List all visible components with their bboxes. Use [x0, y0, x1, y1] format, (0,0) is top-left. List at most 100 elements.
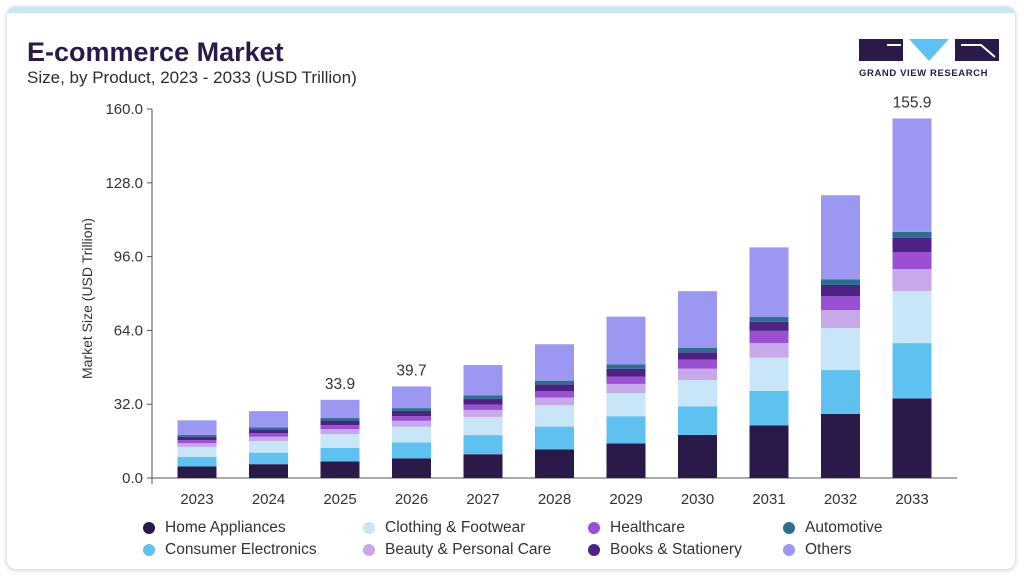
bar-segment	[392, 426, 431, 443]
legend-item: Home Appliances	[143, 519, 286, 537]
bar-segment	[177, 420, 217, 435]
legend-label: Automotive	[805, 519, 883, 536]
bar-segment	[392, 408, 431, 411]
bar-segment	[320, 429, 360, 435]
bar-segment	[606, 383, 646, 394]
total-value-label: 39.7	[396, 362, 426, 379]
bar-segment	[535, 384, 574, 392]
bar-segment	[535, 397, 574, 406]
legend-swatch	[363, 544, 375, 556]
y-tick-label: 96.0	[114, 249, 143, 266]
bar-segment	[678, 359, 717, 369]
x-tick-label: 2029	[609, 491, 642, 508]
bar-segment	[606, 393, 646, 417]
legend-label: Clothing & Footwear	[385, 519, 526, 536]
bar-segment	[892, 231, 932, 238]
bar-segment	[606, 316, 646, 365]
bar-segment	[678, 347, 717, 353]
bar-segment	[463, 404, 503, 410]
y-axis-label: Market Size (USD Trillion)	[79, 218, 95, 379]
legend-item: Consumer Electronics	[143, 541, 317, 559]
x-tick-label: 2024	[252, 491, 285, 508]
total-value-label: 155.9	[893, 94, 932, 111]
bar-segment	[463, 364, 503, 396]
bar-segment	[177, 436, 217, 441]
bar-segment	[320, 418, 360, 421]
bar-segment	[606, 443, 646, 478]
bar-segment	[249, 436, 288, 442]
bar-segment	[320, 434, 360, 448]
bar-segment	[535, 344, 574, 381]
total-value-label: 33.9	[325, 376, 355, 393]
bar-segment	[320, 425, 360, 430]
bar-segment	[892, 237, 932, 252]
legend-item: Clothing & Footwear	[363, 519, 525, 537]
legend-swatch	[143, 522, 155, 534]
legend-swatch	[363, 522, 375, 534]
bar-segment	[606, 416, 646, 444]
legend-label: Healthcare	[610, 519, 685, 536]
bar-segment	[392, 416, 431, 421]
bar-segment	[463, 454, 503, 478]
stacked-bar-chart: 0.0 32.0 64.0 96.0 128.0 160.0 Market Size (US…	[79, 94, 957, 508]
bar-segment	[463, 409, 503, 417]
bar-segment	[249, 429, 288, 434]
bar-segment	[749, 247, 789, 318]
legend-label: Others	[805, 541, 852, 558]
bar-segment	[392, 410, 431, 417]
bar-segment	[749, 343, 789, 358]
bar-segment	[678, 434, 717, 478]
grand-view-research-logo-icon	[859, 39, 999, 61]
bar-segment	[606, 376, 646, 384]
chart-title: E-commerce Market	[27, 37, 284, 67]
bar-segment	[606, 368, 646, 377]
bar-segment	[463, 398, 503, 405]
legend-item: Automotive	[783, 519, 883, 537]
bar-segment	[892, 291, 932, 344]
bar-segment	[678, 291, 717, 348]
bar-segment	[678, 379, 717, 407]
bar-segment	[177, 440, 217, 444]
bar-segment	[606, 364, 646, 369]
x-tick-label: 2028	[538, 491, 571, 508]
bar-segment	[177, 443, 217, 447]
bar-segment	[678, 368, 717, 380]
legend-label: Beauty & Personal Care	[385, 541, 552, 558]
y-tick-label: 0.0	[122, 470, 143, 487]
bar-segment	[892, 343, 932, 399]
chart-card: E-commerce Market Size, by Product, 2023…	[6, 6, 1016, 570]
bar-segment	[249, 452, 288, 465]
bar-segment	[177, 434, 217, 437]
bar-segment	[535, 380, 574, 385]
x-tick-label: 2026	[395, 491, 428, 508]
bar-segment	[392, 458, 431, 478]
bar-segment	[749, 425, 789, 478]
bar-segment	[821, 310, 860, 329]
bar-segment	[821, 296, 860, 311]
legend-swatch	[783, 522, 795, 534]
bar-segment	[749, 321, 789, 331]
x-tick-label: 2027	[466, 491, 499, 508]
bar-segment	[535, 426, 574, 450]
bar-segment	[535, 405, 574, 427]
x-tick-label: 2025	[323, 491, 356, 508]
bar-segment	[392, 442, 431, 459]
legend-swatch	[783, 544, 795, 556]
bar-segment	[177, 456, 217, 467]
legend-item: Books & Stationery	[588, 541, 742, 559]
legend-label: Home Appliances	[165, 519, 286, 536]
bar-segment	[749, 357, 789, 391]
legend-label: Consumer Electronics	[165, 541, 317, 558]
bar-segment	[678, 352, 717, 360]
x-tick-label: 2023	[180, 491, 213, 508]
bar-segment	[392, 386, 431, 409]
bar-segment	[320, 447, 360, 462]
bar-segment	[749, 390, 789, 426]
bar-segment	[821, 284, 860, 297]
bar-segment	[821, 195, 860, 280]
x-tick-label: 2030	[681, 491, 714, 508]
x-tick-label: 2033	[895, 491, 928, 508]
legend-item: Healthcare	[588, 519, 685, 537]
legend-swatch	[588, 522, 600, 534]
x-tick-label: 2031	[752, 491, 785, 508]
